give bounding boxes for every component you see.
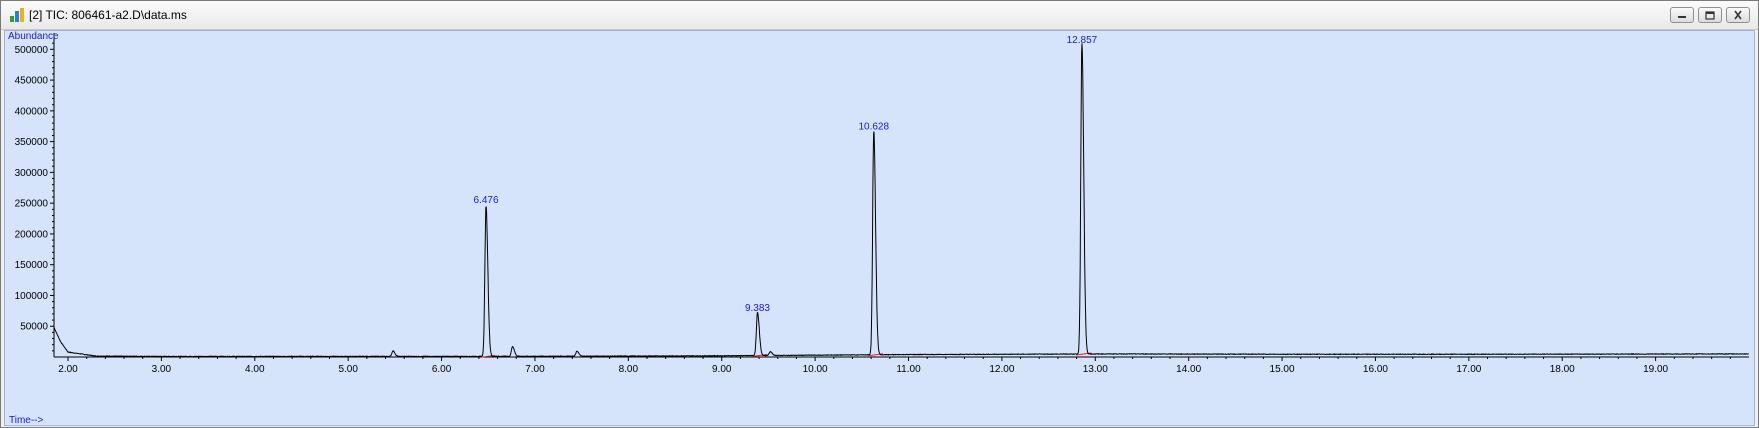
chromatogram-app-icon	[10, 8, 24, 22]
y-tick-label: 450000	[15, 76, 49, 87]
x-tick-label: 3.00	[152, 364, 172, 375]
x-tick-label: 9.00	[712, 364, 732, 375]
peak-labels: 6.476 9.383 10.628 12.857	[473, 35, 1097, 314]
y-tick-label: 50000	[20, 322, 48, 333]
chromatogram-chart[interactable]: 50000 100000 150000 200000 250000 300000 35000…	[5, 31, 1754, 425]
x-tick-label: 16.00	[1363, 364, 1388, 375]
x-tick-label: 4.00	[245, 364, 265, 375]
y-tick-label: 200000	[15, 229, 49, 240]
x-tick-label: 11.00	[896, 364, 921, 375]
x-tick-label: 2.00	[58, 364, 78, 375]
baseline-marker	[480, 354, 496, 358]
peak-label: 10.628	[858, 121, 889, 132]
restore-button[interactable]	[1698, 7, 1722, 23]
peak-label: 9.383	[745, 303, 770, 314]
close-button[interactable]	[1726, 7, 1750, 23]
window-title: [2] TIC: 806461-a2.D\data.ms	[29, 8, 187, 22]
axes	[53, 33, 1749, 358]
x-tick-label: 6.00	[432, 364, 452, 375]
x-axis-label: Time-->	[9, 415, 44, 425]
tic-trace	[53, 43, 1749, 358]
x-tick-label: 18.00	[1550, 364, 1575, 375]
y-tick-label: 350000	[15, 137, 49, 148]
y-tick-label: 400000	[15, 106, 49, 117]
minimize-icon	[1678, 16, 1686, 18]
restore-icon	[1705, 11, 1715, 20]
plot-area[interactable]: 50000 100000 150000 200000 250000 300000 35000…	[4, 30, 1755, 426]
y-axis-label: Abundance	[8, 31, 59, 42]
x-tick-label: 13.00	[1083, 364, 1108, 375]
x-tick-label: 19.00	[1643, 364, 1668, 375]
window-controls	[1670, 7, 1750, 23]
x-tick-label: 5.00	[338, 364, 358, 375]
peak-label: 6.476	[473, 195, 498, 206]
y-tick-label: 250000	[15, 199, 49, 210]
baseline-marker	[1076, 352, 1092, 356]
peak-label: 12.857	[1067, 35, 1098, 46]
x-tick-label: 10.00	[803, 364, 828, 375]
y-tick-label: 150000	[15, 260, 49, 271]
x-tick-label: 15.00	[1270, 364, 1295, 375]
y-tick-label: 100000	[15, 291, 49, 302]
x-tick-label: 17.00	[1456, 364, 1481, 375]
title-bar[interactable]: [2] TIC: 806461-a2.D\data.ms	[1, 1, 1758, 30]
close-icon	[1734, 10, 1742, 20]
baseline-marker	[751, 354, 767, 358]
x-tick-label: 7.00	[525, 364, 545, 375]
y-tick-label: 500000	[15, 45, 49, 56]
ticks: 50000 100000 150000 200000 250000 300000 35000…	[15, 42, 1731, 375]
x-tick-label: 12.00	[989, 364, 1014, 375]
minimize-button[interactable]	[1670, 7, 1694, 23]
x-tick-label: 14.00	[1176, 364, 1201, 375]
x-tick-label: 8.00	[619, 364, 639, 375]
y-tick-label: 300000	[15, 168, 49, 179]
